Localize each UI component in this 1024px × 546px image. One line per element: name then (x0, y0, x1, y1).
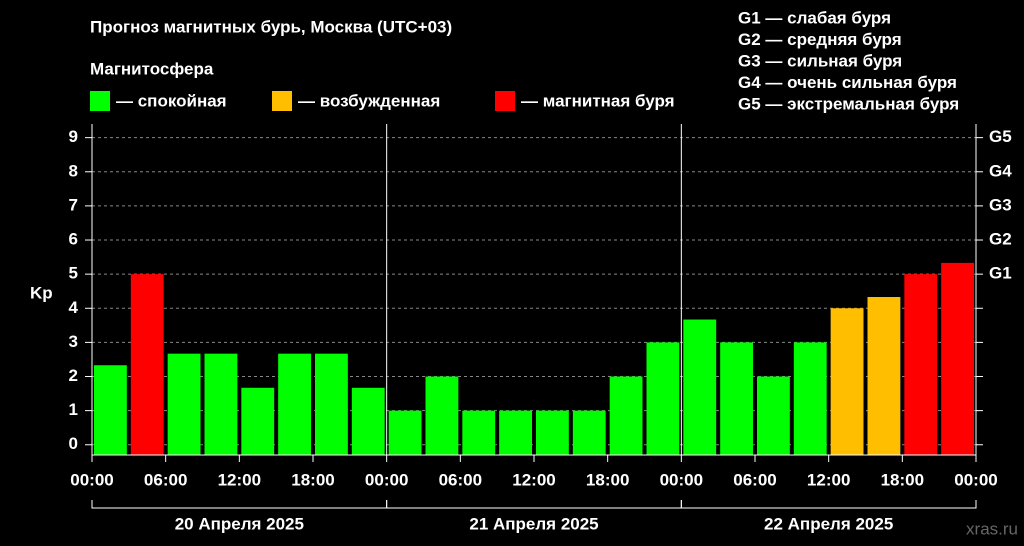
g-scale-label: G3 — сильная буря (738, 51, 902, 70)
bar (793, 342, 827, 455)
y-tick-label: 9 (69, 127, 78, 146)
y-tick-label: 1 (69, 400, 78, 419)
bar (609, 376, 643, 455)
bar (867, 297, 901, 455)
bar (683, 319, 717, 455)
legend-label: — спокойная (116, 91, 227, 110)
x-tick-label: 18:00 (881, 470, 924, 489)
bar (241, 387, 275, 455)
bar (757, 376, 790, 455)
bar (646, 342, 680, 455)
x-tick-label: 18:00 (291, 470, 334, 489)
g-scale-label: G5 — экстремальная буря (738, 94, 959, 113)
bar (315, 353, 348, 455)
y-tick-label: 2 (69, 366, 78, 385)
bar (904, 274, 938, 455)
bar (204, 353, 238, 455)
y2-tick-label: G1 (989, 264, 1012, 283)
x-tick-label: 12:00 (807, 470, 850, 489)
y-tick-label: 3 (69, 332, 78, 351)
y2-tick-label: G3 (989, 195, 1012, 214)
legend-title: Магнитосфера (90, 59, 214, 78)
day-bracket (91, 500, 388, 509)
bar (388, 410, 422, 455)
y-tick-label: 5 (69, 264, 78, 283)
watermark: xras.ru (966, 519, 1018, 538)
y-tick-label: 6 (69, 230, 78, 249)
bar (572, 410, 606, 455)
x-tick-label: 00:00 (70, 470, 113, 489)
x-tick-label: 00:00 (365, 470, 408, 489)
y-tick-label: 4 (69, 298, 79, 317)
g-scale-label: G2 — средняя буря (738, 30, 902, 49)
bar (462, 410, 496, 455)
x-tick-label: 18:00 (586, 470, 629, 489)
y-axis-label: Kp (30, 283, 53, 302)
bar (130, 274, 164, 455)
y-tick-label: 0 (69, 434, 78, 453)
bar (351, 387, 385, 455)
y2-tick-label: G5 (989, 127, 1012, 146)
x-tick-label: 12:00 (512, 470, 555, 489)
x-tick-label: 06:00 (439, 470, 482, 489)
bar (425, 376, 459, 455)
day-bracket (386, 500, 682, 509)
y2-tick-label: G4 (989, 161, 1012, 180)
day-bracket (680, 500, 977, 509)
legend-swatch (272, 91, 292, 111)
bar (278, 353, 311, 455)
y-tick-label: 7 (69, 195, 78, 214)
x-tick-label: 00:00 (954, 470, 997, 489)
bar (720, 342, 753, 455)
bar (167, 353, 201, 455)
bar (830, 308, 864, 455)
legend-label: — возбужденная (298, 91, 440, 110)
x-tick-label: 00:00 (660, 470, 703, 489)
x-tick-label: 06:00 (733, 470, 776, 489)
day-label: 22 Апреля 2025 (764, 514, 893, 533)
g-scale-label: G1 — слабая буря (738, 8, 891, 27)
y2-tick-label: G2 (989, 230, 1012, 249)
x-tick-label: 12:00 (218, 470, 261, 489)
legend-label: — магнитная буря (521, 91, 675, 110)
chart-title: Прогноз магнитных бурь, Москва (UTC+03) (90, 17, 452, 36)
y-tick-label: 8 (69, 161, 78, 180)
bar (94, 365, 127, 455)
g-scale-label: G4 — очень сильная буря (738, 73, 957, 92)
legend-swatch (495, 91, 515, 111)
day-label: 20 Апреля 2025 (175, 514, 304, 533)
bar (499, 410, 532, 455)
legend-swatch (90, 91, 110, 111)
x-tick-label: 06:00 (144, 470, 187, 489)
bar (536, 410, 569, 455)
bar (941, 262, 974, 455)
day-label: 21 Апреля 2025 (469, 514, 598, 533)
